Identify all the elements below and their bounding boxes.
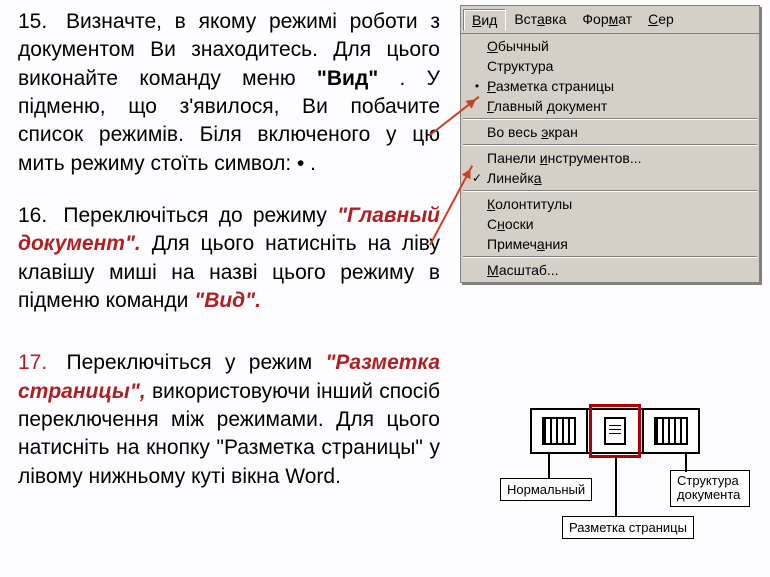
menu-separator	[463, 256, 757, 258]
menu-bar-item[interactable]: Сер	[640, 9, 682, 31]
view-buttons-strip	[530, 408, 700, 454]
view-btn-layout[interactable]	[588, 410, 644, 452]
menu-item[interactable]: Во весь экран	[461, 122, 759, 142]
menu-item[interactable]: •Разметка страницы	[461, 76, 759, 96]
menu-bar-item[interactable]: Вид	[463, 9, 506, 31]
menu-separator	[463, 144, 757, 146]
menu-item-label: Панели инструментов...	[487, 150, 753, 166]
view-btn-outline[interactable]	[644, 410, 698, 452]
menu-item-marker: •	[467, 79, 487, 93]
leader-line	[685, 454, 687, 472]
item-number: 15.	[18, 10, 47, 33]
item-quote: "Вид"	[317, 67, 378, 90]
view-btn-normal[interactable]	[532, 410, 588, 452]
instruction-17: 17. Переключіться у режим "Разметка стра…	[18, 349, 440, 491]
fig-label-normal: Нормальный	[500, 478, 592, 501]
menu-item[interactable]: Главный документ	[461, 96, 759, 116]
menu-separator	[463, 118, 757, 120]
menu-item[interactable]: Структура	[461, 56, 759, 76]
menu-item-label: Линейка	[487, 170, 753, 186]
leader-line	[615, 458, 617, 516]
item-number: 16.	[18, 204, 47, 227]
menu-item[interactable]: Масштаб...	[461, 260, 759, 280]
instruction-list: 15. Визначте, в якому режимі роботи з до…	[18, 8, 440, 515]
menu-bar: ВидВставкаФорматСер	[461, 6, 759, 33]
fig-label-layout: Разметка страницы	[562, 516, 694, 539]
menu-item[interactable]: Панели инструментов...	[461, 148, 759, 168]
menu-item[interactable]: Примечания	[461, 234, 759, 254]
menu-item-label: Колонтитулы	[487, 196, 753, 212]
menu-item-label: Разметка страницы	[487, 78, 753, 94]
menu-item-label: Масштаб...	[487, 262, 753, 278]
menu-item-label: Структура	[487, 58, 753, 74]
view-buttons-figure: Нормальный Структура документа Разметка …	[500, 398, 750, 548]
word-menu-panel: ВидВставкаФорматСер ОбычныйСтруктура•Раз…	[460, 5, 760, 283]
menu-item-label: Примечания	[487, 236, 753, 252]
menu-item-label: Сноски	[487, 216, 753, 232]
item-number: 17.	[18, 351, 47, 374]
menu-item[interactable]: Обычный	[461, 36, 759, 56]
view-dropdown: ОбычныйСтруктура•Разметка страницыГлавны…	[461, 33, 759, 282]
menu-item[interactable]: ✓Линейка	[461, 168, 759, 188]
menu-item[interactable]: Сноски	[461, 214, 759, 234]
menu-item-label: Во весь экран	[487, 124, 753, 140]
instruction-15: 15. Визначте, в якому режимі роботи з до…	[18, 8, 440, 178]
menu-item-label: Обычный	[487, 38, 753, 54]
fig-label-outline: Структура документа	[670, 470, 750, 507]
item-text: Переключіться до режиму	[63, 204, 337, 227]
menu-bar-item[interactable]: Формат	[574, 9, 640, 31]
menu-item-label: Главный документ	[487, 98, 753, 114]
menu-separator	[463, 190, 757, 192]
instruction-16: 16. Переключіться до режиму "Главный док…	[18, 202, 440, 315]
leader-line	[548, 454, 550, 478]
menu-item[interactable]: Колонтитулы	[461, 194, 759, 214]
menu-bar-item[interactable]: Вставка	[506, 9, 574, 31]
item-text: Переключіться у режим	[67, 351, 326, 374]
item-quote: "Вид".	[194, 289, 261, 312]
